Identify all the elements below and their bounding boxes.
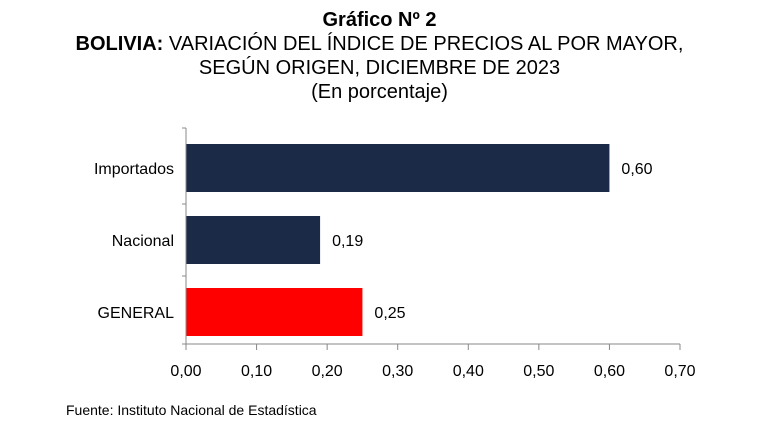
x-tick-label: 0,60 — [594, 363, 625, 380]
data-label: 0,19 — [332, 233, 363, 250]
chart-subtitle-line1: BOLIVIA: VARIACIÓN DEL ÍNDICE DE PRECIOS… — [0, 32, 759, 56]
x-tick-label: 0,10 — [241, 363, 272, 380]
x-tick-label: 0,50 — [523, 363, 554, 380]
category-label: Nacional — [112, 233, 174, 250]
bar-importados — [186, 144, 610, 192]
bar-general — [186, 288, 363, 336]
chart-subtitle-line2: SEGÚN ORIGEN, DICIEMBRE DE 2023 — [198, 57, 561, 79]
category-label: GENERAL — [98, 305, 175, 322]
x-tick-label: 0,40 — [453, 363, 484, 380]
chart-subtitle-bold: BOLIVIA: — [75, 33, 164, 55]
x-tick-label: 0,70 — [664, 363, 695, 380]
x-tick-label: 0,00 — [170, 363, 201, 380]
chart-title: Gráfico Nº 2 — [322, 9, 437, 31]
chart-unit: (En porcentaje) — [311, 81, 448, 103]
source-note: Fuente: Instituto Nacional de Estadístic… — [66, 402, 317, 418]
data-label: 0,25 — [374, 305, 405, 322]
category-label: Importados — [94, 161, 174, 178]
x-tick-label: 0,20 — [312, 363, 343, 380]
chart-subtitle-rest: VARIACIÓN DEL ÍNDICE DE PRECIOS AL POR M… — [163, 33, 684, 55]
chart-title-block: Gráfico Nº 2 BOLIVIA: VARIACIÓN DEL ÍNDI… — [0, 8, 759, 104]
bar-nacional — [186, 216, 321, 264]
data-label: 0,60 — [621, 161, 652, 178]
x-tick-label: 0,30 — [382, 363, 413, 380]
